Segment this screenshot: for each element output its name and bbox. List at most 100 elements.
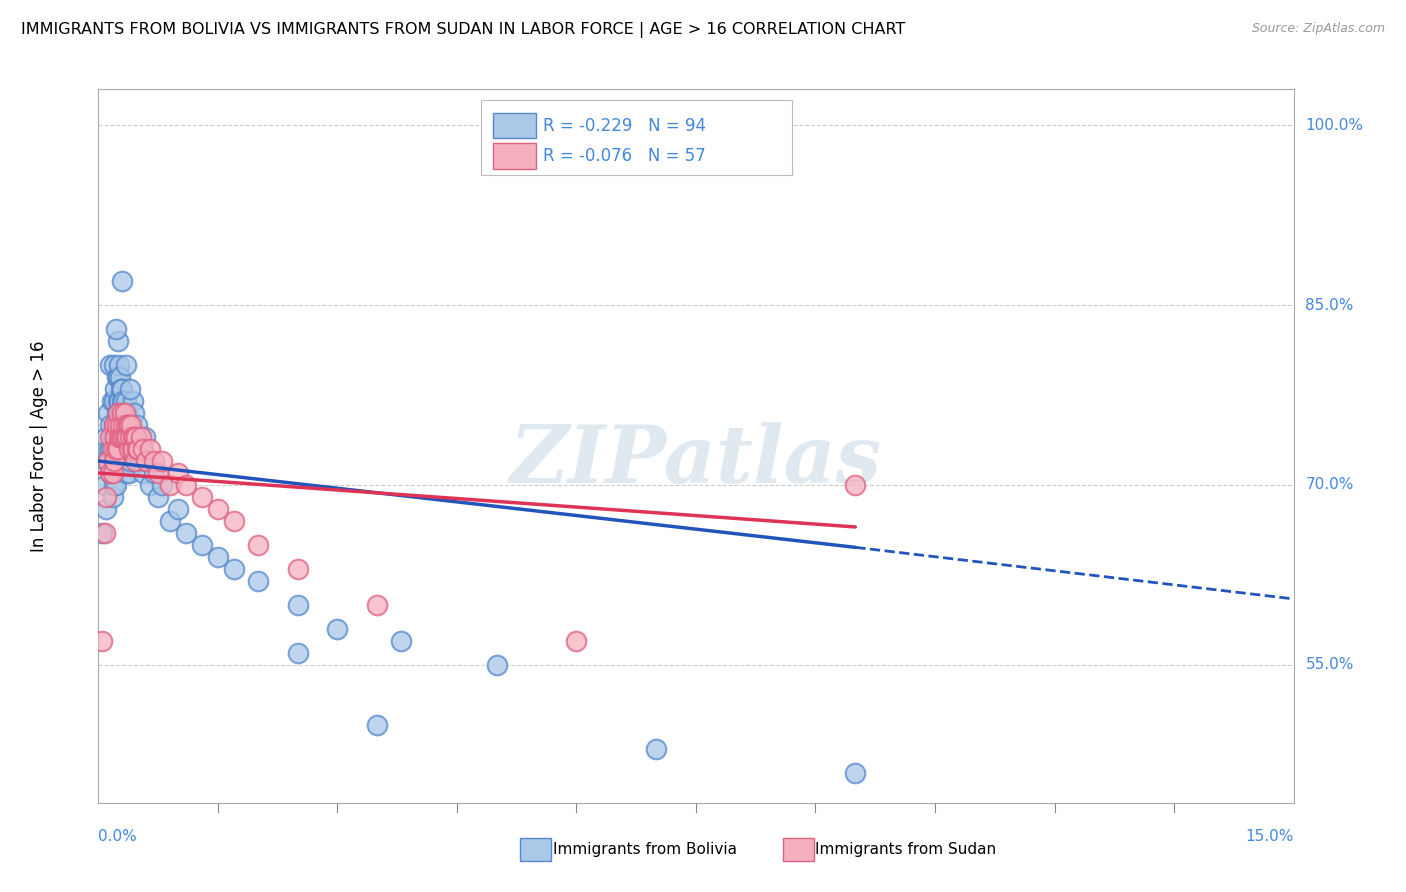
- Point: [122, 430, 145, 444]
- Point: [98, 466, 122, 480]
- Point: [107, 406, 129, 420]
- Point: [120, 454, 142, 468]
- Point: [107, 394, 129, 409]
- Text: IMMIGRANTS FROM BOLIVIA VS IMMIGRANTS FROM SUDAN IN LABOR FORCE | AGE > 16 CORRE: IMMIGRANTS FROM BOLIVIA VS IMMIGRANTS FR…: [21, 22, 905, 38]
- Point: [287, 646, 309, 660]
- Point: [167, 502, 190, 516]
- Point: [207, 549, 229, 564]
- Point: [114, 406, 136, 420]
- Point: [115, 358, 138, 372]
- Text: R = -0.076   N = 57: R = -0.076 N = 57: [543, 147, 706, 165]
- Point: [105, 406, 128, 420]
- Point: [127, 430, 149, 444]
- Text: ZIPatlas: ZIPatlas: [510, 422, 882, 499]
- Text: 85.0%: 85.0%: [1305, 298, 1354, 312]
- Point: [98, 466, 122, 480]
- Point: [389, 633, 412, 648]
- Point: [108, 430, 131, 444]
- Point: [103, 430, 125, 444]
- Point: [139, 442, 162, 456]
- Point: [91, 525, 114, 540]
- Point: [150, 478, 173, 492]
- Point: [111, 274, 134, 288]
- Point: [174, 478, 197, 492]
- FancyBboxPatch shape: [520, 838, 551, 862]
- Text: 70.0%: 70.0%: [1305, 477, 1354, 492]
- Point: [366, 598, 388, 612]
- Point: [120, 417, 142, 432]
- Point: [101, 394, 124, 409]
- Point: [111, 406, 134, 420]
- Point: [115, 442, 138, 456]
- Point: [97, 406, 120, 420]
- Point: [127, 442, 149, 456]
- Point: [121, 442, 143, 456]
- Point: [104, 430, 127, 444]
- Point: [117, 417, 139, 432]
- Point: [110, 430, 132, 444]
- Point: [118, 430, 141, 444]
- Point: [118, 417, 141, 432]
- Point: [125, 417, 148, 432]
- Point: [844, 478, 866, 492]
- Point: [114, 454, 136, 468]
- Point: [148, 466, 170, 480]
- Point: [97, 442, 120, 456]
- Point: [191, 538, 214, 552]
- Point: [143, 466, 166, 480]
- Point: [103, 394, 125, 409]
- Point: [107, 430, 129, 444]
- Point: [645, 741, 668, 756]
- Text: R = -0.229   N = 94: R = -0.229 N = 94: [543, 117, 706, 135]
- Point: [97, 454, 120, 468]
- Point: [111, 382, 134, 396]
- Point: [222, 562, 245, 576]
- Point: [118, 442, 141, 456]
- Point: [101, 430, 124, 444]
- Point: [326, 622, 349, 636]
- Point: [96, 430, 118, 444]
- Point: [125, 454, 148, 468]
- Point: [100, 442, 122, 456]
- Point: [103, 478, 125, 492]
- Point: [101, 490, 124, 504]
- Point: [159, 478, 181, 492]
- Point: [112, 406, 135, 420]
- Point: [114, 430, 136, 444]
- Point: [117, 417, 139, 432]
- Point: [110, 406, 132, 420]
- Point: [131, 442, 153, 456]
- Point: [120, 430, 142, 444]
- Point: [104, 478, 127, 492]
- Point: [104, 417, 127, 432]
- Point: [105, 417, 128, 432]
- Point: [115, 430, 138, 444]
- Point: [844, 765, 866, 780]
- Point: [107, 370, 129, 384]
- Point: [115, 394, 138, 409]
- Point: [246, 538, 269, 552]
- Point: [135, 454, 157, 468]
- Point: [129, 430, 152, 444]
- Point: [108, 370, 131, 384]
- Point: [107, 442, 129, 456]
- Point: [111, 430, 134, 444]
- Point: [366, 718, 388, 732]
- Point: [94, 478, 117, 492]
- Point: [121, 442, 143, 456]
- Point: [101, 466, 124, 480]
- Point: [112, 417, 135, 432]
- Point: [103, 417, 125, 432]
- Point: [124, 454, 146, 468]
- Point: [107, 334, 129, 348]
- Point: [132, 466, 155, 480]
- Point: [108, 394, 131, 409]
- Point: [111, 430, 134, 444]
- Point: [148, 490, 170, 504]
- Point: [143, 454, 166, 468]
- Point: [91, 633, 114, 648]
- Point: [122, 442, 145, 456]
- Text: Source: ZipAtlas.com: Source: ZipAtlas.com: [1251, 22, 1385, 36]
- Point: [120, 417, 142, 432]
- Point: [108, 430, 131, 444]
